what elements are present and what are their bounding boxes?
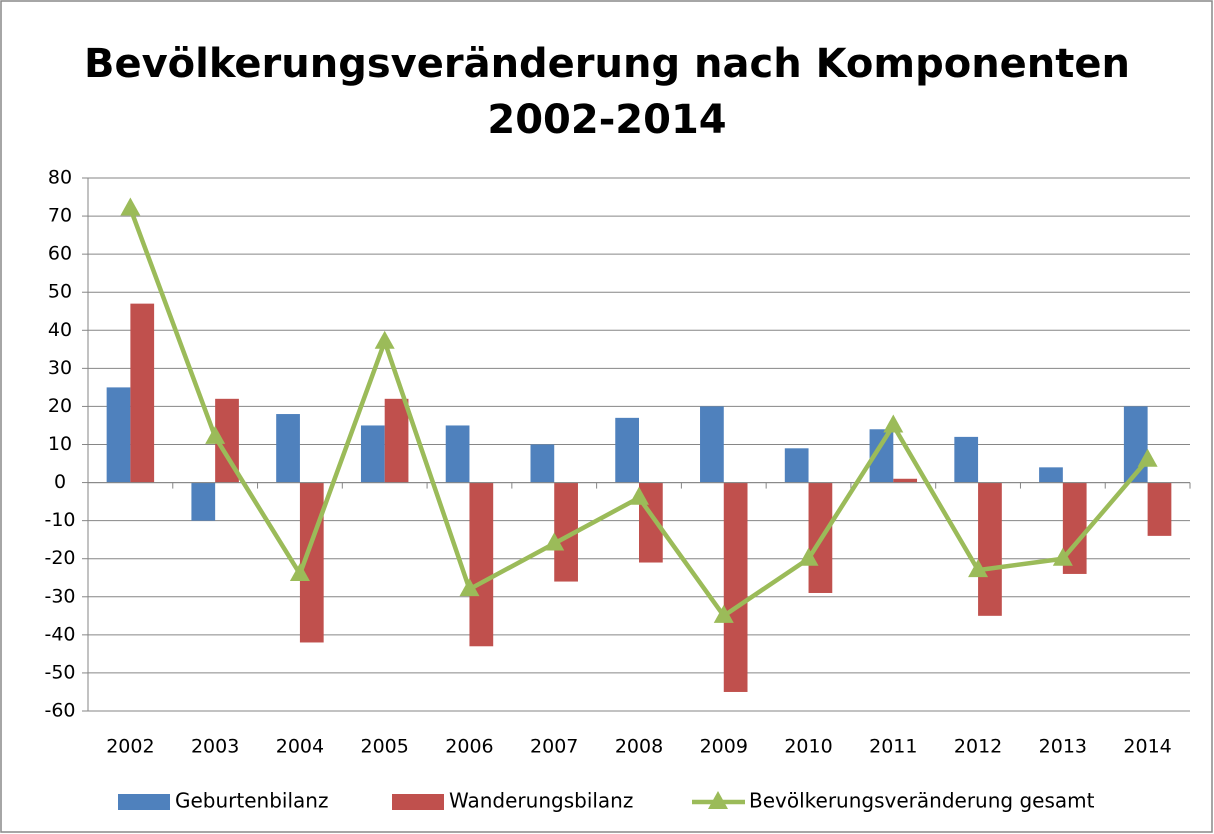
x-tick-label: 2014	[1123, 736, 1171, 758]
bar	[615, 417, 639, 483]
bar	[360, 425, 385, 483]
marker	[289, 562, 310, 581]
bar	[191, 482, 216, 521]
x-tick-label: 2005	[361, 736, 409, 758]
marker	[1052, 547, 1073, 566]
y-tick-label: 10	[48, 433, 72, 455]
y-tick-label: -40	[44, 623, 75, 645]
chart-title: 2002-2014	[487, 97, 726, 143]
legend-label: Wanderungsbilanz	[449, 789, 633, 813]
bar	[1039, 467, 1063, 483]
y-tick-label: 60	[48, 243, 72, 265]
y-tick-label: -10	[44, 509, 75, 531]
y-tick-label: -60	[44, 700, 75, 722]
bar	[384, 398, 409, 483]
legend-label: Bevölkerungsveränderung gesamt	[749, 789, 1095, 813]
bar	[130, 303, 155, 483]
marker	[374, 330, 395, 349]
bar	[106, 387, 131, 483]
y-tick-label: 50	[48, 281, 72, 303]
legend-swatch	[392, 794, 444, 810]
marker	[968, 559, 989, 578]
legend-swatch	[118, 794, 170, 810]
y-tick-label: 70	[48, 205, 72, 227]
x-tick-label: 2003	[191, 736, 239, 758]
y-tick-label: 20	[48, 395, 72, 417]
x-tick-label: 2007	[530, 736, 578, 758]
y-tick-label: 30	[48, 357, 72, 379]
x-tick-label: 2006	[445, 736, 493, 758]
y-tick-label: 80	[48, 167, 72, 189]
bar	[954, 436, 979, 483]
x-tick-label: 2011	[869, 736, 917, 758]
bar	[1147, 482, 1172, 536]
marker	[205, 425, 226, 444]
marker	[1137, 448, 1158, 467]
legend-label: Geburtenbilanz	[175, 789, 328, 813]
chart-title: Bevölkerungsveränderung nach Komponenten	[84, 41, 1130, 87]
bar	[445, 425, 470, 483]
y-tick-label: -20	[44, 547, 75, 569]
bar	[869, 429, 894, 483]
marker	[629, 486, 649, 505]
bar	[554, 482, 578, 582]
bar	[723, 482, 748, 692]
bar	[784, 448, 809, 483]
y-tick-label: -30	[44, 585, 75, 607]
bar	[700, 406, 724, 483]
bar	[893, 478, 918, 483]
marker	[713, 604, 734, 623]
bar	[530, 444, 555, 483]
marker	[544, 532, 565, 551]
y-tick-label: 40	[48, 319, 72, 341]
legend-marker	[708, 791, 728, 809]
x-tick-label: 2010	[784, 736, 832, 758]
bar	[276, 414, 300, 483]
bar	[978, 482, 1002, 616]
x-tick-label: 2009	[700, 736, 748, 758]
x-tick-label: 2013	[1039, 736, 1087, 758]
marker	[883, 414, 904, 433]
x-tick-label: 2008	[615, 736, 663, 758]
bar	[469, 482, 494, 647]
marker	[120, 197, 141, 216]
x-tick-label: 2004	[276, 736, 324, 758]
y-tick-label: 0	[54, 471, 66, 493]
x-tick-label: 2002	[106, 736, 154, 758]
marker	[459, 578, 480, 597]
x-tick-label: 2012	[954, 736, 1002, 758]
marker	[798, 547, 819, 566]
y-tick-label: -50	[44, 661, 75, 683]
